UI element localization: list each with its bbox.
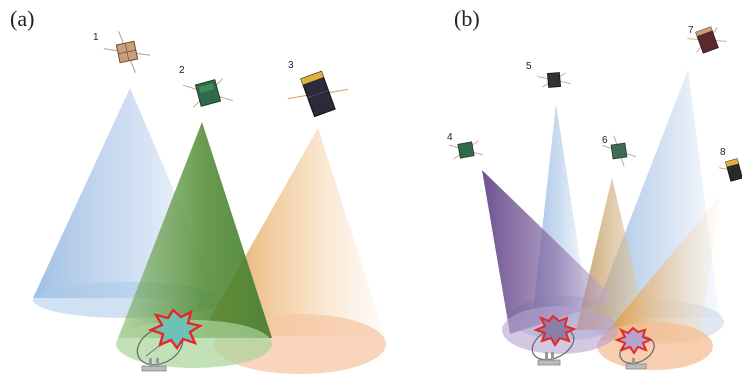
satellite-5-number: 5 <box>526 61 532 72</box>
satellite-8-icon <box>718 158 742 182</box>
satellite-8-number: 8 <box>720 147 726 158</box>
satellite-5-icon <box>537 72 571 88</box>
satellite-3-number: 3 <box>288 60 294 71</box>
panel-a-label: (a) <box>10 6 34 31</box>
satellite-2-number: 2 <box>179 65 185 76</box>
satellite-1-number: 1 <box>93 32 99 43</box>
interference-burst-right-icon <box>614 326 653 355</box>
satellite-4-icon <box>448 140 484 160</box>
panel-a: (a) <box>10 6 386 374</box>
panel-b: (b) <box>447 6 742 370</box>
satellite-3-icon <box>287 70 349 118</box>
satellite-7-icon <box>687 26 727 54</box>
satellite-2-icon <box>182 78 234 108</box>
panel-b-label: (b) <box>454 6 480 31</box>
satellite-1-icon <box>103 31 151 73</box>
satellite-4-number: 4 <box>447 132 453 143</box>
satellite-7-number: 7 <box>688 25 694 36</box>
satellite-6-number: 6 <box>602 135 608 146</box>
satellite-6-icon <box>601 135 637 167</box>
interference-burst-left-icon <box>533 314 577 347</box>
interference-burst-icon <box>147 308 204 351</box>
